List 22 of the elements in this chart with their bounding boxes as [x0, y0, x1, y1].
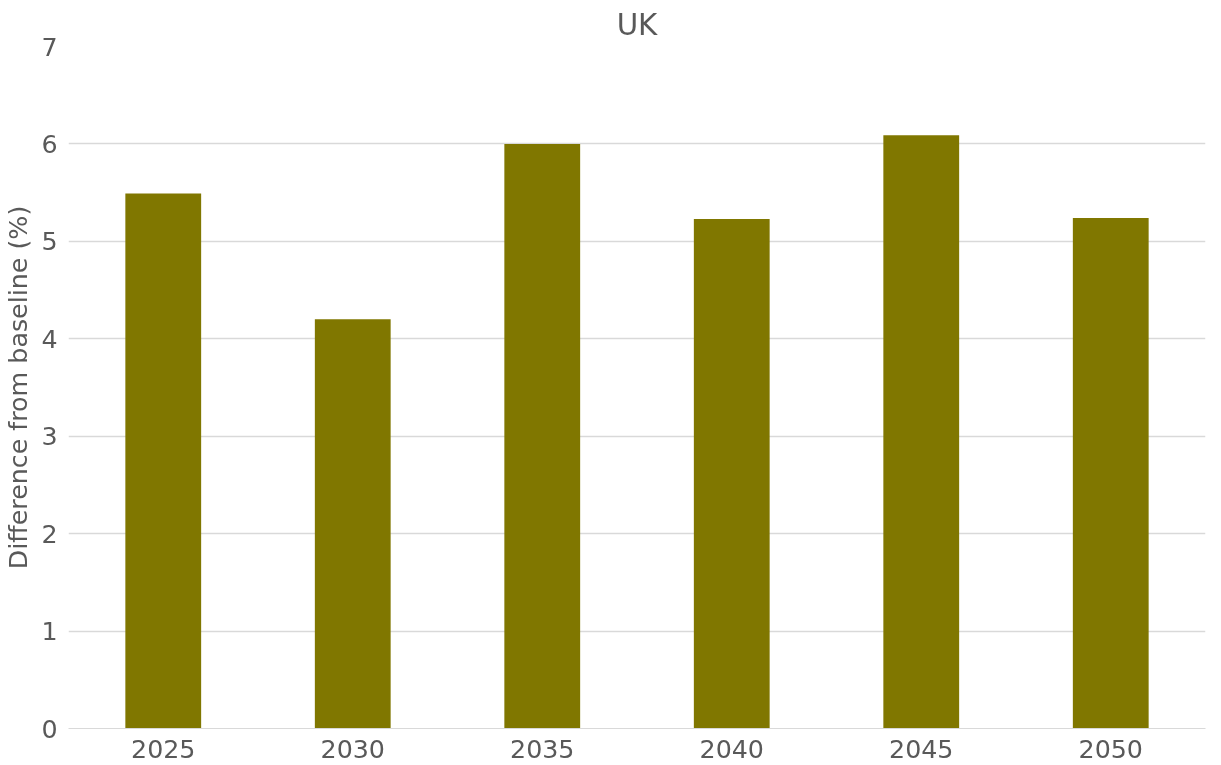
y-tick-label: 4 [41, 323, 58, 354]
x-tick-label: 2030 [320, 733, 385, 764]
bar [504, 143, 581, 729]
x-tick-label: 2040 [699, 733, 764, 764]
x-tick-label: 2050 [1078, 733, 1143, 764]
y-tick-label: 0 [41, 713, 58, 744]
y-tick-label: 5 [41, 226, 58, 257]
y-tick-label: 2 [41, 518, 58, 549]
x-tick-label: 2025 [131, 733, 196, 764]
x-tick-label: 2035 [510, 733, 575, 764]
y-tick-label: 6 [41, 128, 58, 159]
y-axis-title: Difference from baseline (%) [3, 205, 34, 570]
y-tick-label: 3 [41, 421, 58, 452]
bar [1072, 217, 1149, 729]
y-tick-label: 1 [41, 616, 58, 647]
bar [314, 319, 391, 729]
chart-title: UK [616, 7, 659, 42]
x-tick-label: 2045 [889, 733, 954, 764]
bar [693, 218, 770, 729]
bar [125, 193, 202, 729]
y-tick-label: 7 [41, 31, 58, 62]
bar [883, 135, 960, 729]
